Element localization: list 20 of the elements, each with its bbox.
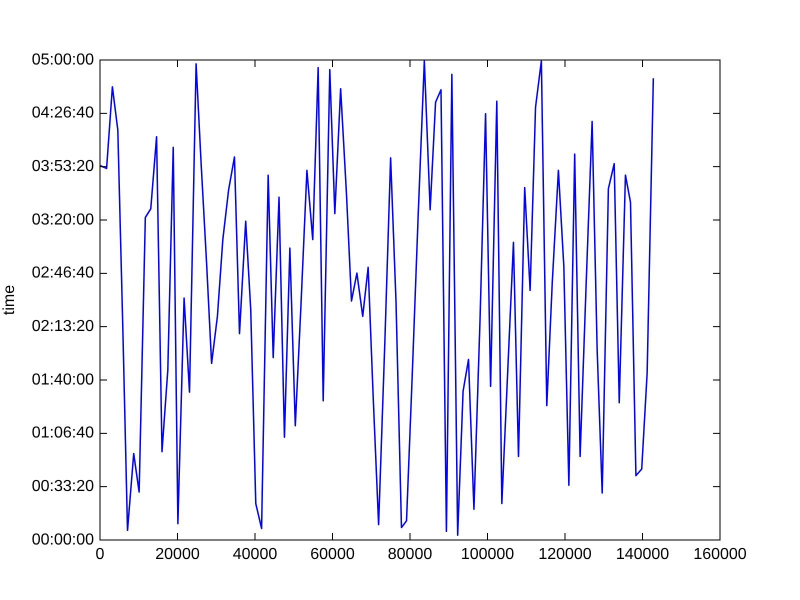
x-tick-label: 80000 xyxy=(388,546,432,564)
y-tick-label: 00:00:00 xyxy=(32,531,94,548)
y-tick-label: 02:13:20 xyxy=(32,318,94,336)
y-tick-label: 00:33:20 xyxy=(32,478,94,496)
x-tick-label: 60000 xyxy=(310,546,355,564)
y-tick-label: 02:46:40 xyxy=(32,264,94,282)
y-tick-label: 01:06:40 xyxy=(32,424,94,442)
y-tick-label: 03:53:20 xyxy=(32,158,94,176)
x-tick-label: 40000 xyxy=(232,546,278,564)
x-tick-label: 140000 xyxy=(616,546,670,564)
y-tick-label: 05:00:00 xyxy=(32,51,94,68)
y-tick-label: 04:26:40 xyxy=(32,104,94,122)
y-tick-label: 03:20:00 xyxy=(32,211,94,228)
y-tick-label: 01:40:00 xyxy=(32,371,94,388)
x-tick-label: 120000 xyxy=(538,546,592,564)
y-axis-title: time xyxy=(1,284,18,316)
x-tick-label: 20000 xyxy=(155,546,200,564)
x-tick-label: 100000 xyxy=(460,546,514,564)
x-tick-label: 0 xyxy=(96,546,105,564)
x-tick-label: 160000 xyxy=(693,546,747,564)
